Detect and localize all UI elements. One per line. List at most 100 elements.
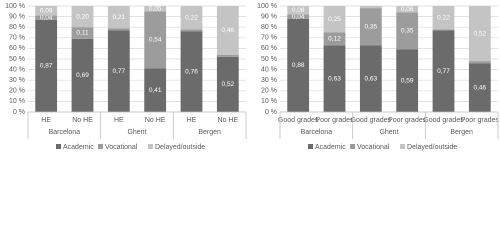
data-label: 0,54 [149,37,162,44]
bar-segment [287,14,310,19]
bar-segment [107,6,130,29]
data-label: 0,22 [437,14,450,21]
data-label: 0,06 [401,6,414,13]
y-tick-label: 40 % [9,66,25,73]
charts: 0 % 10 % 20 % 30 % 40 % 50 % 60 % 70 % 80 % 90 % 1… [5,3,500,151]
y-tick-label: 0 % [13,109,25,116]
bar-segment [323,32,346,46]
y-tick-label: 60 % [9,45,25,52]
x-tick-label: Poor grades [388,117,427,124]
legend-swatch [56,144,61,149]
data-label: 0,21 [113,14,126,21]
bar-segment [144,11,167,69]
y-tick-label: 10 % [261,98,277,105]
bar-segment [216,6,239,55]
y-tick-label: 80 % [9,24,25,31]
bar-segment [35,19,58,113]
bar-segment [432,6,455,30]
data-label: 0,22 [185,14,198,21]
bar-segment [180,31,203,112]
data-label: 0,25 [328,16,341,23]
data-label: 0,04 [40,14,53,21]
data-label: 0,12 [328,36,341,43]
bar-segment [396,12,419,50]
data-label: 0,63 [365,75,378,82]
y-tick-label: 0 % [265,109,277,116]
group-label: Ghent [127,129,146,136]
bar-segment [287,18,310,112]
bar-segment [468,61,491,64]
bar-segment [323,6,346,33]
data-label: 0,11 [76,30,89,37]
bar-segment [432,30,455,113]
data-label: 0,88 [292,62,305,69]
legend-swatch [350,144,355,149]
bar-segment [323,45,346,112]
x-tick-label: No HE [72,117,93,124]
data-label: 0,87 [40,63,53,70]
group-label: Bergen [450,129,473,136]
data-label: 0,52 [222,81,235,88]
bar-segment [35,15,58,20]
bar-segment [71,38,94,112]
y-tick-label: 100 % [5,3,25,10]
y-tick-label: 20 % [261,88,277,95]
bar-segment [144,68,167,112]
data-label: 0,08 [292,7,305,14]
bar-segment [468,63,491,112]
x-tick-label: Good grades [278,117,319,124]
data-label: 0,76 [185,68,198,75]
x-tick-label: Good grades [351,117,392,124]
bar-segment [71,6,94,28]
group-label: Ghent [379,129,398,136]
data-label: 0,52 [474,30,487,37]
x-tick-label: Poor grades [461,117,500,124]
x-tick-label: HE [41,117,51,124]
data-label: 0,77 [113,68,126,75]
legend-label: Vocational [105,144,138,151]
bar-segment [35,6,58,16]
y-tick-label: 20 % [9,88,25,95]
bar-segment [71,27,94,39]
x-tick-label: No HE [145,117,166,124]
legend-label: Academic [315,144,346,151]
data-label: 0,69 [76,72,89,79]
data-label: 0,35 [365,23,378,30]
data-label: 0,59 [401,77,414,84]
y-tick-label: 50 % [9,56,25,63]
data-label: 0,20 [76,13,89,20]
bar-segment [359,6,382,9]
data-label: 0,46 [222,27,235,34]
data-label: 0,46 [474,84,487,91]
bar-segment [396,49,419,112]
bar-segment [216,56,239,112]
bar-segment [359,45,382,112]
y-tick-label: 70 % [9,35,25,42]
data-label: 0,04 [292,13,305,20]
group-label: Bergen [198,129,221,136]
legend-swatch [98,144,103,149]
data-label: 0,41 [149,87,162,94]
y-tick-label: 90 % [9,13,25,20]
y-tick-label: 100 % [257,3,277,10]
y-tick-label: 30 % [9,77,25,84]
bar-segment [396,6,419,13]
legend-swatch [400,144,405,149]
y-tick-label: 80 % [261,24,277,31]
data-label: 0,09 [40,7,53,14]
y-tick-label: 90 % [261,13,277,20]
y-tick-label: 70 % [261,35,277,42]
legend-label: Academic [63,144,94,151]
legend-label: Vocational [357,144,390,151]
y-tick-label: 40 % [261,66,277,73]
bar-segment [107,30,130,113]
bar-segment [432,29,455,31]
y-tick-label: 50 % [261,56,277,63]
bar-segment [287,6,310,15]
legend-label: Delayed/outside [407,144,457,151]
x-tick-label: Poor grades [315,117,354,124]
y-tick-label: 10 % [9,98,25,105]
bar-segment [359,8,382,46]
bar-segment [468,6,491,62]
legend-swatch [308,144,313,149]
